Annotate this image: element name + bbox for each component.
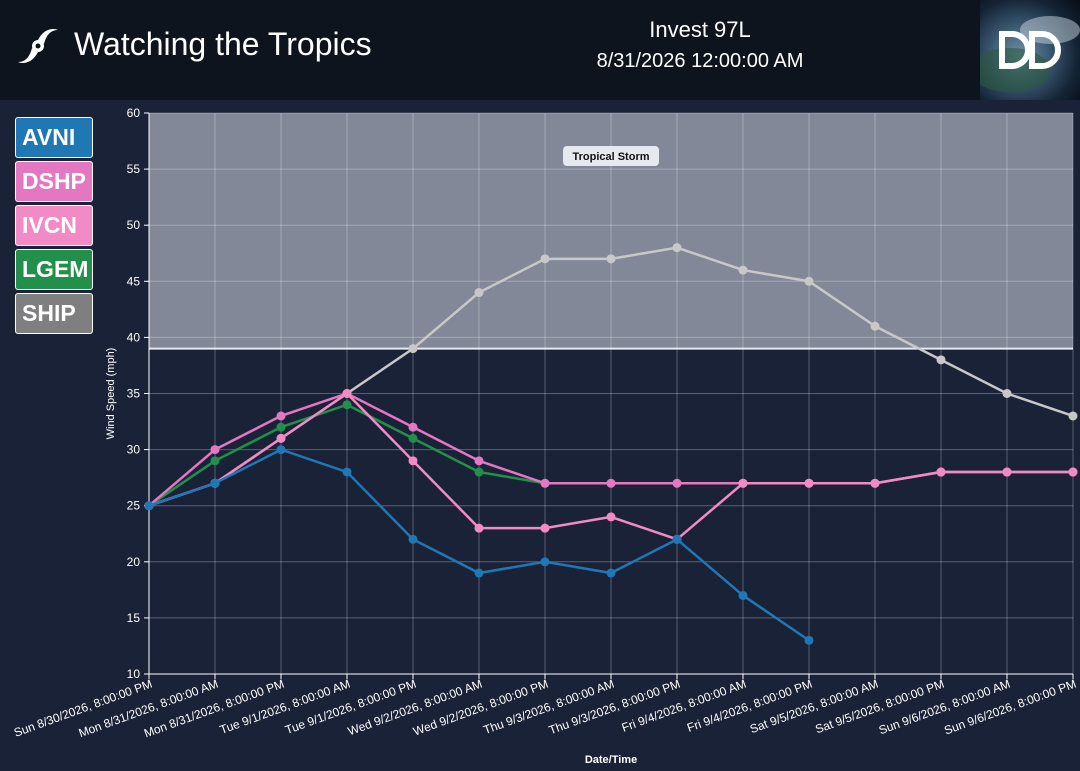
point-ship (540, 254, 550, 264)
point-ship (474, 288, 484, 298)
y-tick-label: 60 (127, 106, 141, 120)
y-tick-label: 10 (127, 667, 141, 681)
legend-button-avni[interactable]: AVNI (15, 117, 93, 158)
y-tick-label: 50 (127, 218, 141, 232)
point-avni (804, 635, 814, 645)
y-tick-label: 20 (127, 555, 141, 569)
point-dshp (540, 478, 550, 488)
y-tick-label: 30 (127, 443, 141, 457)
legend-button-ivcn[interactable]: IVCN (15, 205, 93, 246)
point-ship (606, 254, 616, 264)
point-dshp (408, 422, 418, 432)
point-lgem (408, 433, 418, 443)
model-legend: AVNI DSHP IVCN LGEM SHIP (15, 117, 93, 337)
point-ship (804, 276, 814, 286)
legend-button-ship[interactable]: SHIP (15, 293, 93, 334)
point-ivcn (408, 456, 418, 466)
point-ship (738, 265, 748, 275)
tropical-storm-label: Tropical Storm (563, 146, 659, 166)
point-lgem (210, 456, 220, 466)
point-ship (936, 355, 946, 365)
point-ship (1002, 389, 1012, 398)
chart-series (144, 243, 1078, 645)
header-bar: Watching the Tropics Invest 97L 8/31/202… (0, 0, 1080, 100)
point-dshp (276, 411, 286, 421)
zone-label-text: Tropical Storm (572, 151, 649, 163)
y-axis-title: Wind Speed (mph) (105, 348, 117, 440)
point-ship (870, 321, 880, 331)
point-avni (210, 478, 220, 488)
point-dshp (474, 456, 484, 466)
point-lgem (342, 400, 352, 410)
y-tick-label: 15 (127, 611, 141, 625)
app-title: Watching the Tropics (74, 26, 372, 62)
point-lgem (276, 422, 286, 432)
point-lgem (474, 467, 484, 477)
legend-button-dshp[interactable]: DSHP (15, 161, 93, 202)
point-ship (408, 344, 418, 354)
point-ivcn (936, 467, 946, 477)
point-ivcn (1002, 467, 1012, 477)
point-avni (474, 568, 484, 578)
point-dshp (606, 478, 616, 488)
point-avni (540, 557, 550, 567)
legend-button-lgem[interactable]: LGEM (15, 249, 93, 290)
point-avni (606, 568, 616, 578)
point-ivcn (738, 478, 748, 488)
point-avni (738, 590, 748, 600)
point-avni (276, 445, 286, 455)
y-tick-label: 40 (127, 330, 141, 344)
point-dshp (210, 445, 220, 455)
storm-time: 8/31/2026 12:00:00 AM (596, 50, 804, 72)
point-ivcn (540, 523, 550, 533)
dd-logo (980, 0, 1080, 100)
storm-name: Invest 97L (649, 17, 751, 42)
point-ivcn (870, 478, 880, 488)
hurricane-icon (18, 29, 58, 63)
point-ivcn (804, 478, 814, 488)
point-avni (144, 501, 154, 511)
point-avni (408, 534, 418, 544)
point-ship (672, 243, 682, 253)
point-avni (672, 534, 682, 544)
y-tick-label: 55 (127, 162, 141, 176)
point-ship (1068, 411, 1078, 421)
point-dshp (672, 478, 682, 488)
point-ivcn (1068, 467, 1078, 477)
x-axis-title: Date/Time (585, 754, 637, 766)
y-tick-label: 25 (127, 499, 141, 513)
y-tick-label: 35 (127, 387, 141, 401)
point-ivcn (474, 523, 484, 533)
y-tick-label: 45 (127, 274, 141, 288)
point-avni (342, 467, 352, 477)
wind-speed-chart: Tropical Storm 1015202530354045505560Sun… (12, 106, 1078, 766)
point-ivcn (606, 512, 616, 522)
point-ivcn (276, 433, 286, 443)
point-ivcn (342, 389, 352, 398)
